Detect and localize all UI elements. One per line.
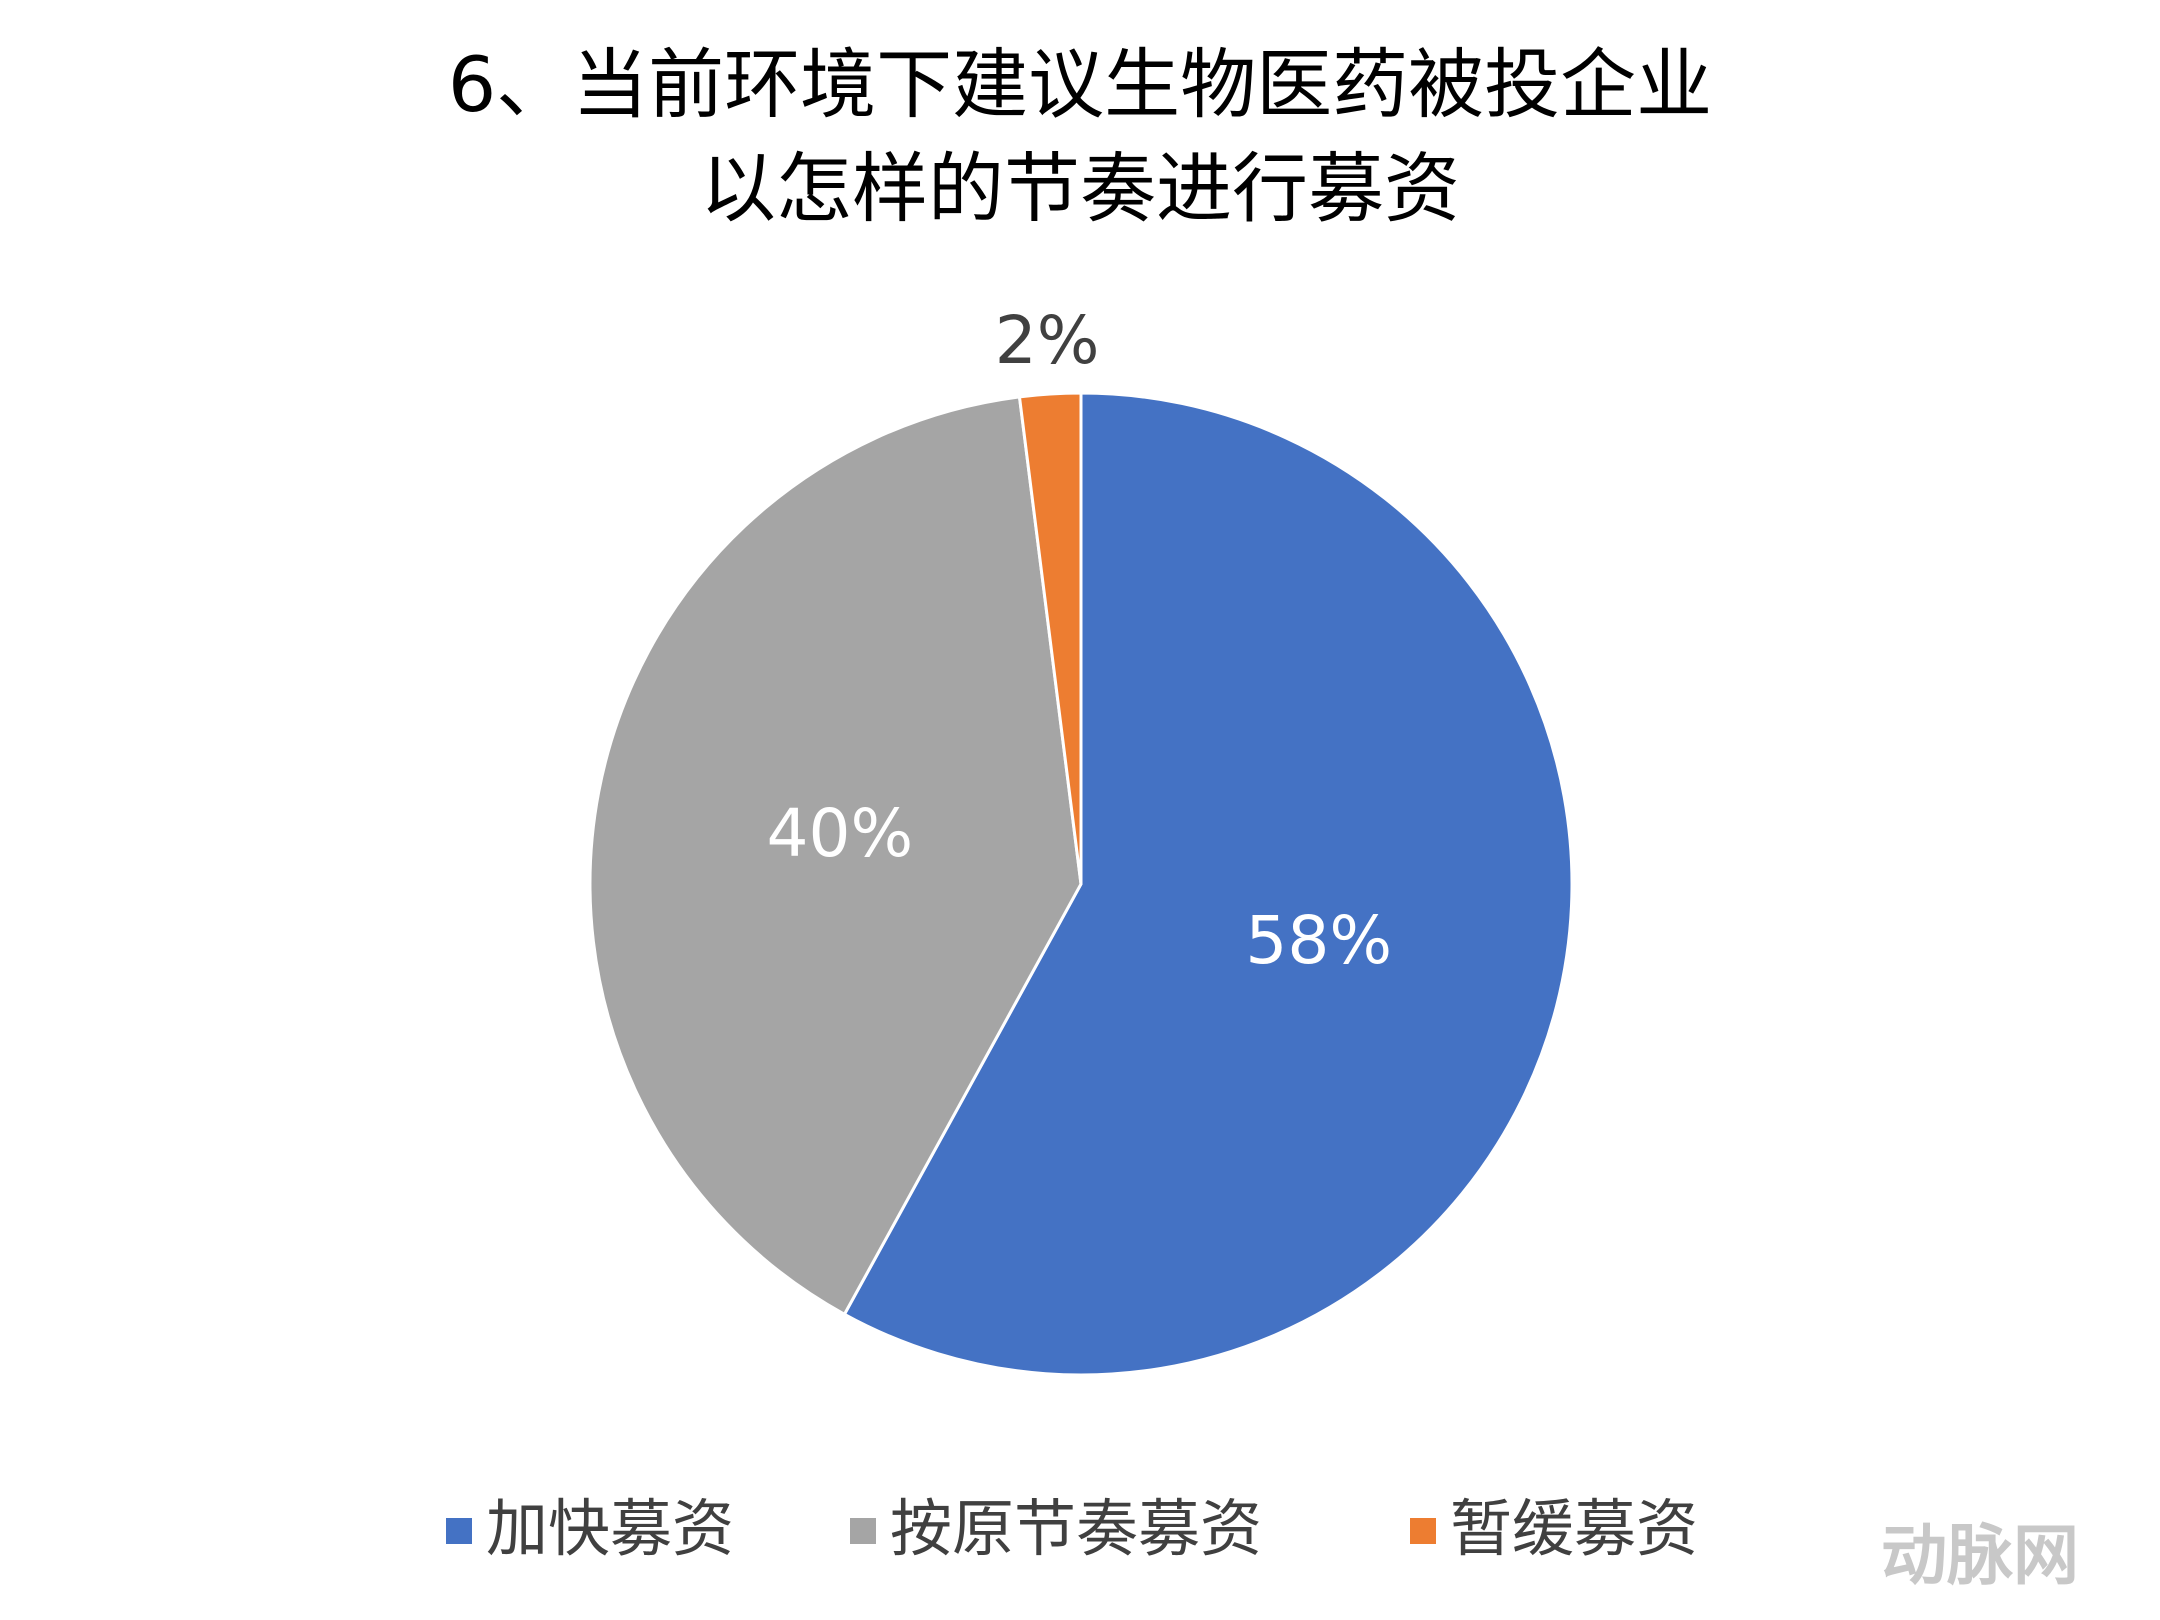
legend-swatch	[1410, 1518, 1436, 1544]
chart-title: 6、当前环境下建议生物医药被投企业	[448, 40, 1712, 129]
legend-label: 按原节奏募资	[890, 1492, 1262, 1565]
legend-swatch	[850, 1518, 876, 1544]
data-label: 58%	[1245, 902, 1392, 979]
data-label: 2%	[995, 302, 1100, 379]
pie-slice	[842, 391, 1574, 1377]
legend-label: 暂缓募资	[1450, 1492, 1698, 1565]
chart-title: 以怎样的节奏进行募资	[700, 144, 1460, 233]
pie-slice	[1017, 391, 1083, 885]
legend-swatch	[446, 1518, 472, 1544]
pie-slice	[588, 395, 1083, 1317]
legend-label: 加快募资	[486, 1492, 734, 1565]
watermark: 动脉网	[1881, 1517, 2079, 1594]
data-label: 40%	[766, 795, 913, 872]
